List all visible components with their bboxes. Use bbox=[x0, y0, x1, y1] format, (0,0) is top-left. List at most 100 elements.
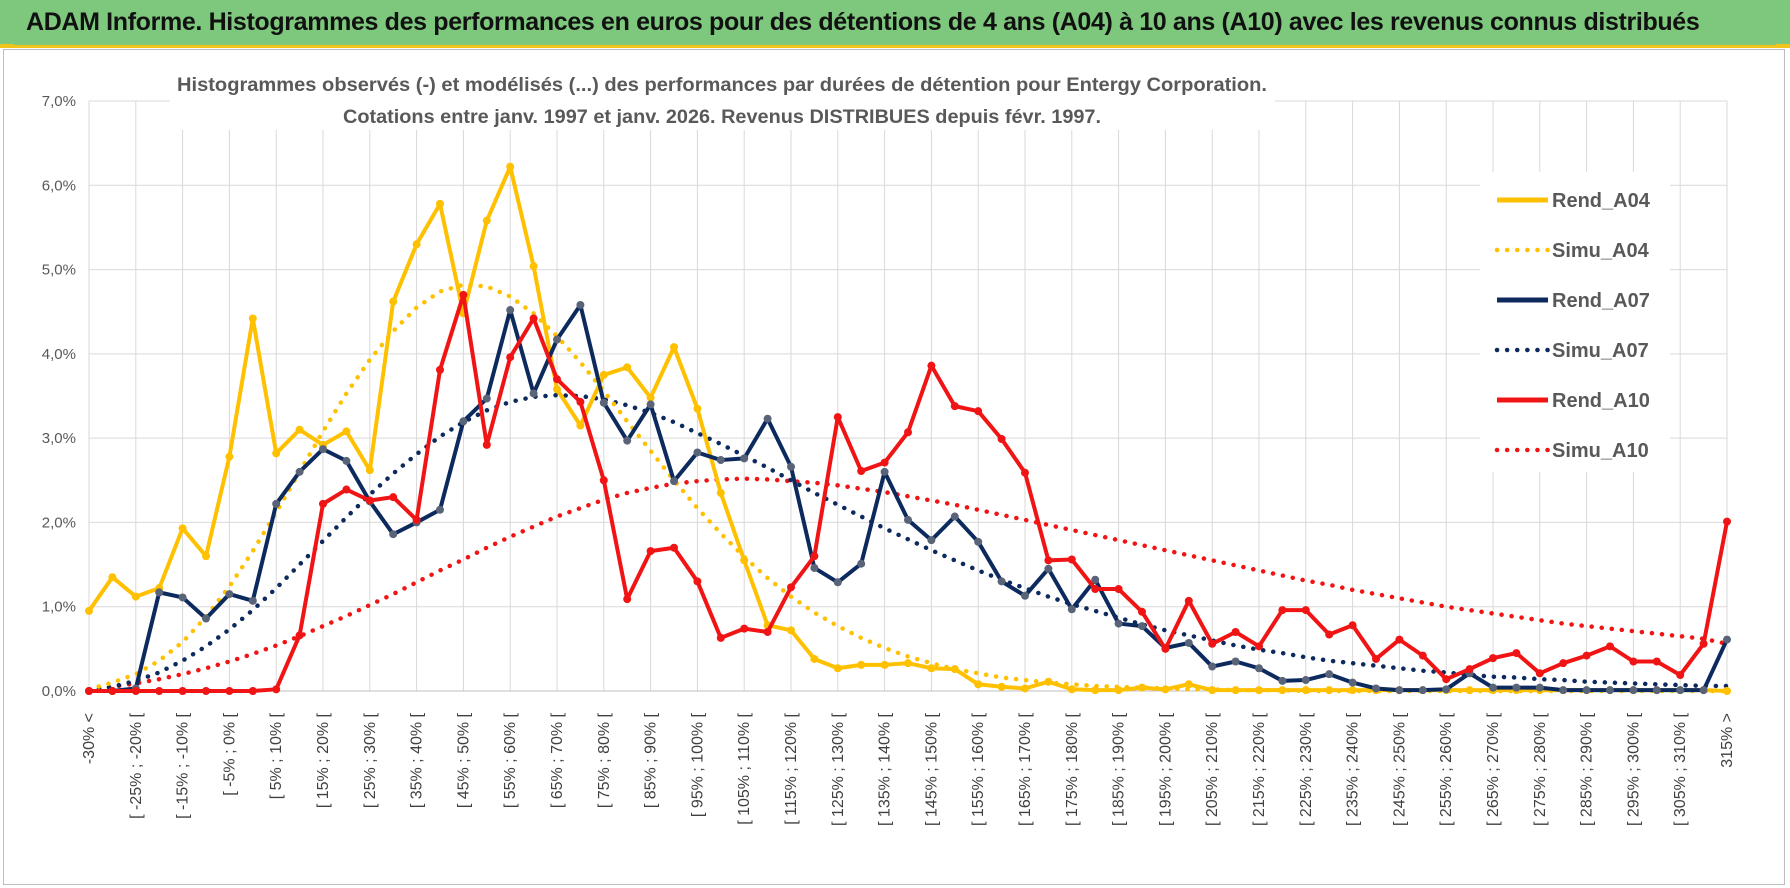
x-tick-label: [ 285% ; 290% [ bbox=[1579, 712, 1596, 826]
y-tick-label: 7,0% bbox=[42, 93, 76, 110]
data-point bbox=[272, 685, 281, 694]
data-point bbox=[1231, 657, 1240, 666]
data-point bbox=[787, 462, 795, 471]
legend-item-rend-a10: Rend_A10 bbox=[1497, 390, 1650, 412]
data-point bbox=[693, 577, 702, 586]
series-simu-a07 bbox=[86, 392, 1730, 693]
data-point bbox=[1114, 686, 1123, 695]
data-point bbox=[974, 407, 983, 416]
data-point bbox=[202, 614, 210, 623]
data-point bbox=[1184, 680, 1193, 689]
data-point bbox=[1161, 685, 1170, 694]
y-tick-label: 1,0% bbox=[42, 599, 76, 616]
data-point bbox=[436, 365, 444, 374]
corner-accent-left bbox=[0, 44, 14, 48]
series-rend-a10 bbox=[85, 290, 1731, 695]
data-point bbox=[389, 530, 398, 539]
data-point bbox=[974, 680, 983, 689]
data-point bbox=[1301, 676, 1310, 685]
data-point bbox=[927, 536, 936, 545]
data-point bbox=[1138, 683, 1146, 692]
x-tick-label: [ 15% ; 20% [ bbox=[315, 712, 332, 808]
x-tick-label: [ 265% ; 270% [ bbox=[1485, 712, 1502, 826]
data-point bbox=[974, 537, 983, 546]
title-banner: ADAM Informe. Histogrammes des performan… bbox=[0, 0, 1790, 48]
data-point bbox=[553, 375, 561, 384]
data-point bbox=[272, 499, 281, 508]
banner-title: ADAM Informe. Histogrammes des performan… bbox=[26, 8, 1700, 36]
data-point bbox=[412, 240, 421, 249]
legend-item-simu-a07: Simu_A07 bbox=[1494, 340, 1649, 362]
data-point bbox=[436, 199, 444, 208]
data-point bbox=[833, 578, 842, 587]
data-point bbox=[927, 361, 936, 370]
x-tick-label: [ 35% ; 40% [ bbox=[409, 712, 426, 808]
series-rend-a04 bbox=[85, 162, 1731, 695]
x-tick-label: [ 185% ; 190% [ bbox=[1111, 712, 1128, 826]
data-point bbox=[1231, 686, 1240, 695]
data-point bbox=[529, 314, 538, 323]
x-tick-label: -30% < bbox=[81, 713, 98, 764]
data-point bbox=[342, 456, 351, 465]
data-point bbox=[1278, 606, 1287, 615]
y-tick-label: 2,0% bbox=[42, 514, 76, 531]
legend-item-simu-a10: Simu_A10 bbox=[1494, 440, 1649, 462]
data-point bbox=[997, 577, 1006, 586]
legend-box bbox=[1480, 172, 1670, 472]
x-tick-label: [ 235% ; 240% [ bbox=[1345, 712, 1362, 826]
data-point bbox=[529, 389, 538, 398]
data-point bbox=[1021, 684, 1029, 693]
data-point bbox=[1161, 644, 1170, 653]
data-point bbox=[599, 398, 608, 407]
chart-title-box bbox=[170, 64, 1275, 130]
x-tick-label: [ 45% ; 50% [ bbox=[455, 712, 472, 808]
data-point bbox=[1652, 686, 1661, 695]
data-point bbox=[553, 335, 561, 344]
legend-label: Rend_A07 bbox=[1552, 290, 1650, 312]
data-point bbox=[1067, 605, 1076, 614]
data-point bbox=[716, 488, 725, 497]
data-point bbox=[1489, 654, 1497, 663]
data-point bbox=[1418, 686, 1427, 695]
data-point bbox=[1442, 675, 1451, 684]
data-point bbox=[997, 434, 1006, 443]
data-point bbox=[85, 687, 93, 695]
data-point bbox=[1535, 669, 1544, 678]
data-point bbox=[693, 448, 702, 457]
data-point bbox=[1114, 585, 1123, 594]
data-point bbox=[85, 606, 93, 615]
data-point bbox=[950, 512, 959, 521]
data-point bbox=[1723, 517, 1731, 526]
data-point bbox=[1044, 564, 1053, 573]
data-point bbox=[950, 402, 959, 411]
x-tick-label: [ 55% ; 60% [ bbox=[502, 712, 519, 808]
data-point bbox=[1395, 686, 1404, 695]
data-point bbox=[1629, 657, 1638, 666]
data-point bbox=[1301, 686, 1310, 695]
data-point bbox=[810, 563, 819, 572]
data-point bbox=[1138, 607, 1146, 616]
data-point bbox=[740, 624, 749, 633]
data-point bbox=[1348, 686, 1357, 695]
legend-label: Simu_A04 bbox=[1552, 240, 1650, 262]
data-point bbox=[810, 654, 819, 663]
legend-item-rend-a07: Rend_A07 bbox=[1497, 290, 1650, 312]
data-point bbox=[1138, 622, 1146, 631]
data-point bbox=[1512, 649, 1521, 658]
x-tick-label: [ 5% ; 10% [ bbox=[268, 712, 285, 799]
data-point bbox=[1208, 662, 1217, 671]
data-point bbox=[178, 524, 187, 533]
data-point bbox=[295, 467, 304, 476]
data-point bbox=[342, 485, 351, 494]
x-tick-label: [ 145% ; 150% [ bbox=[923, 712, 940, 826]
data-point bbox=[506, 353, 515, 362]
data-point bbox=[1489, 683, 1497, 692]
series-line bbox=[86, 392, 1730, 693]
data-point bbox=[295, 631, 304, 640]
data-point bbox=[950, 665, 959, 674]
data-point bbox=[108, 573, 117, 582]
data-point bbox=[1091, 575, 1100, 584]
data-point bbox=[599, 370, 608, 379]
data-point bbox=[459, 417, 468, 426]
